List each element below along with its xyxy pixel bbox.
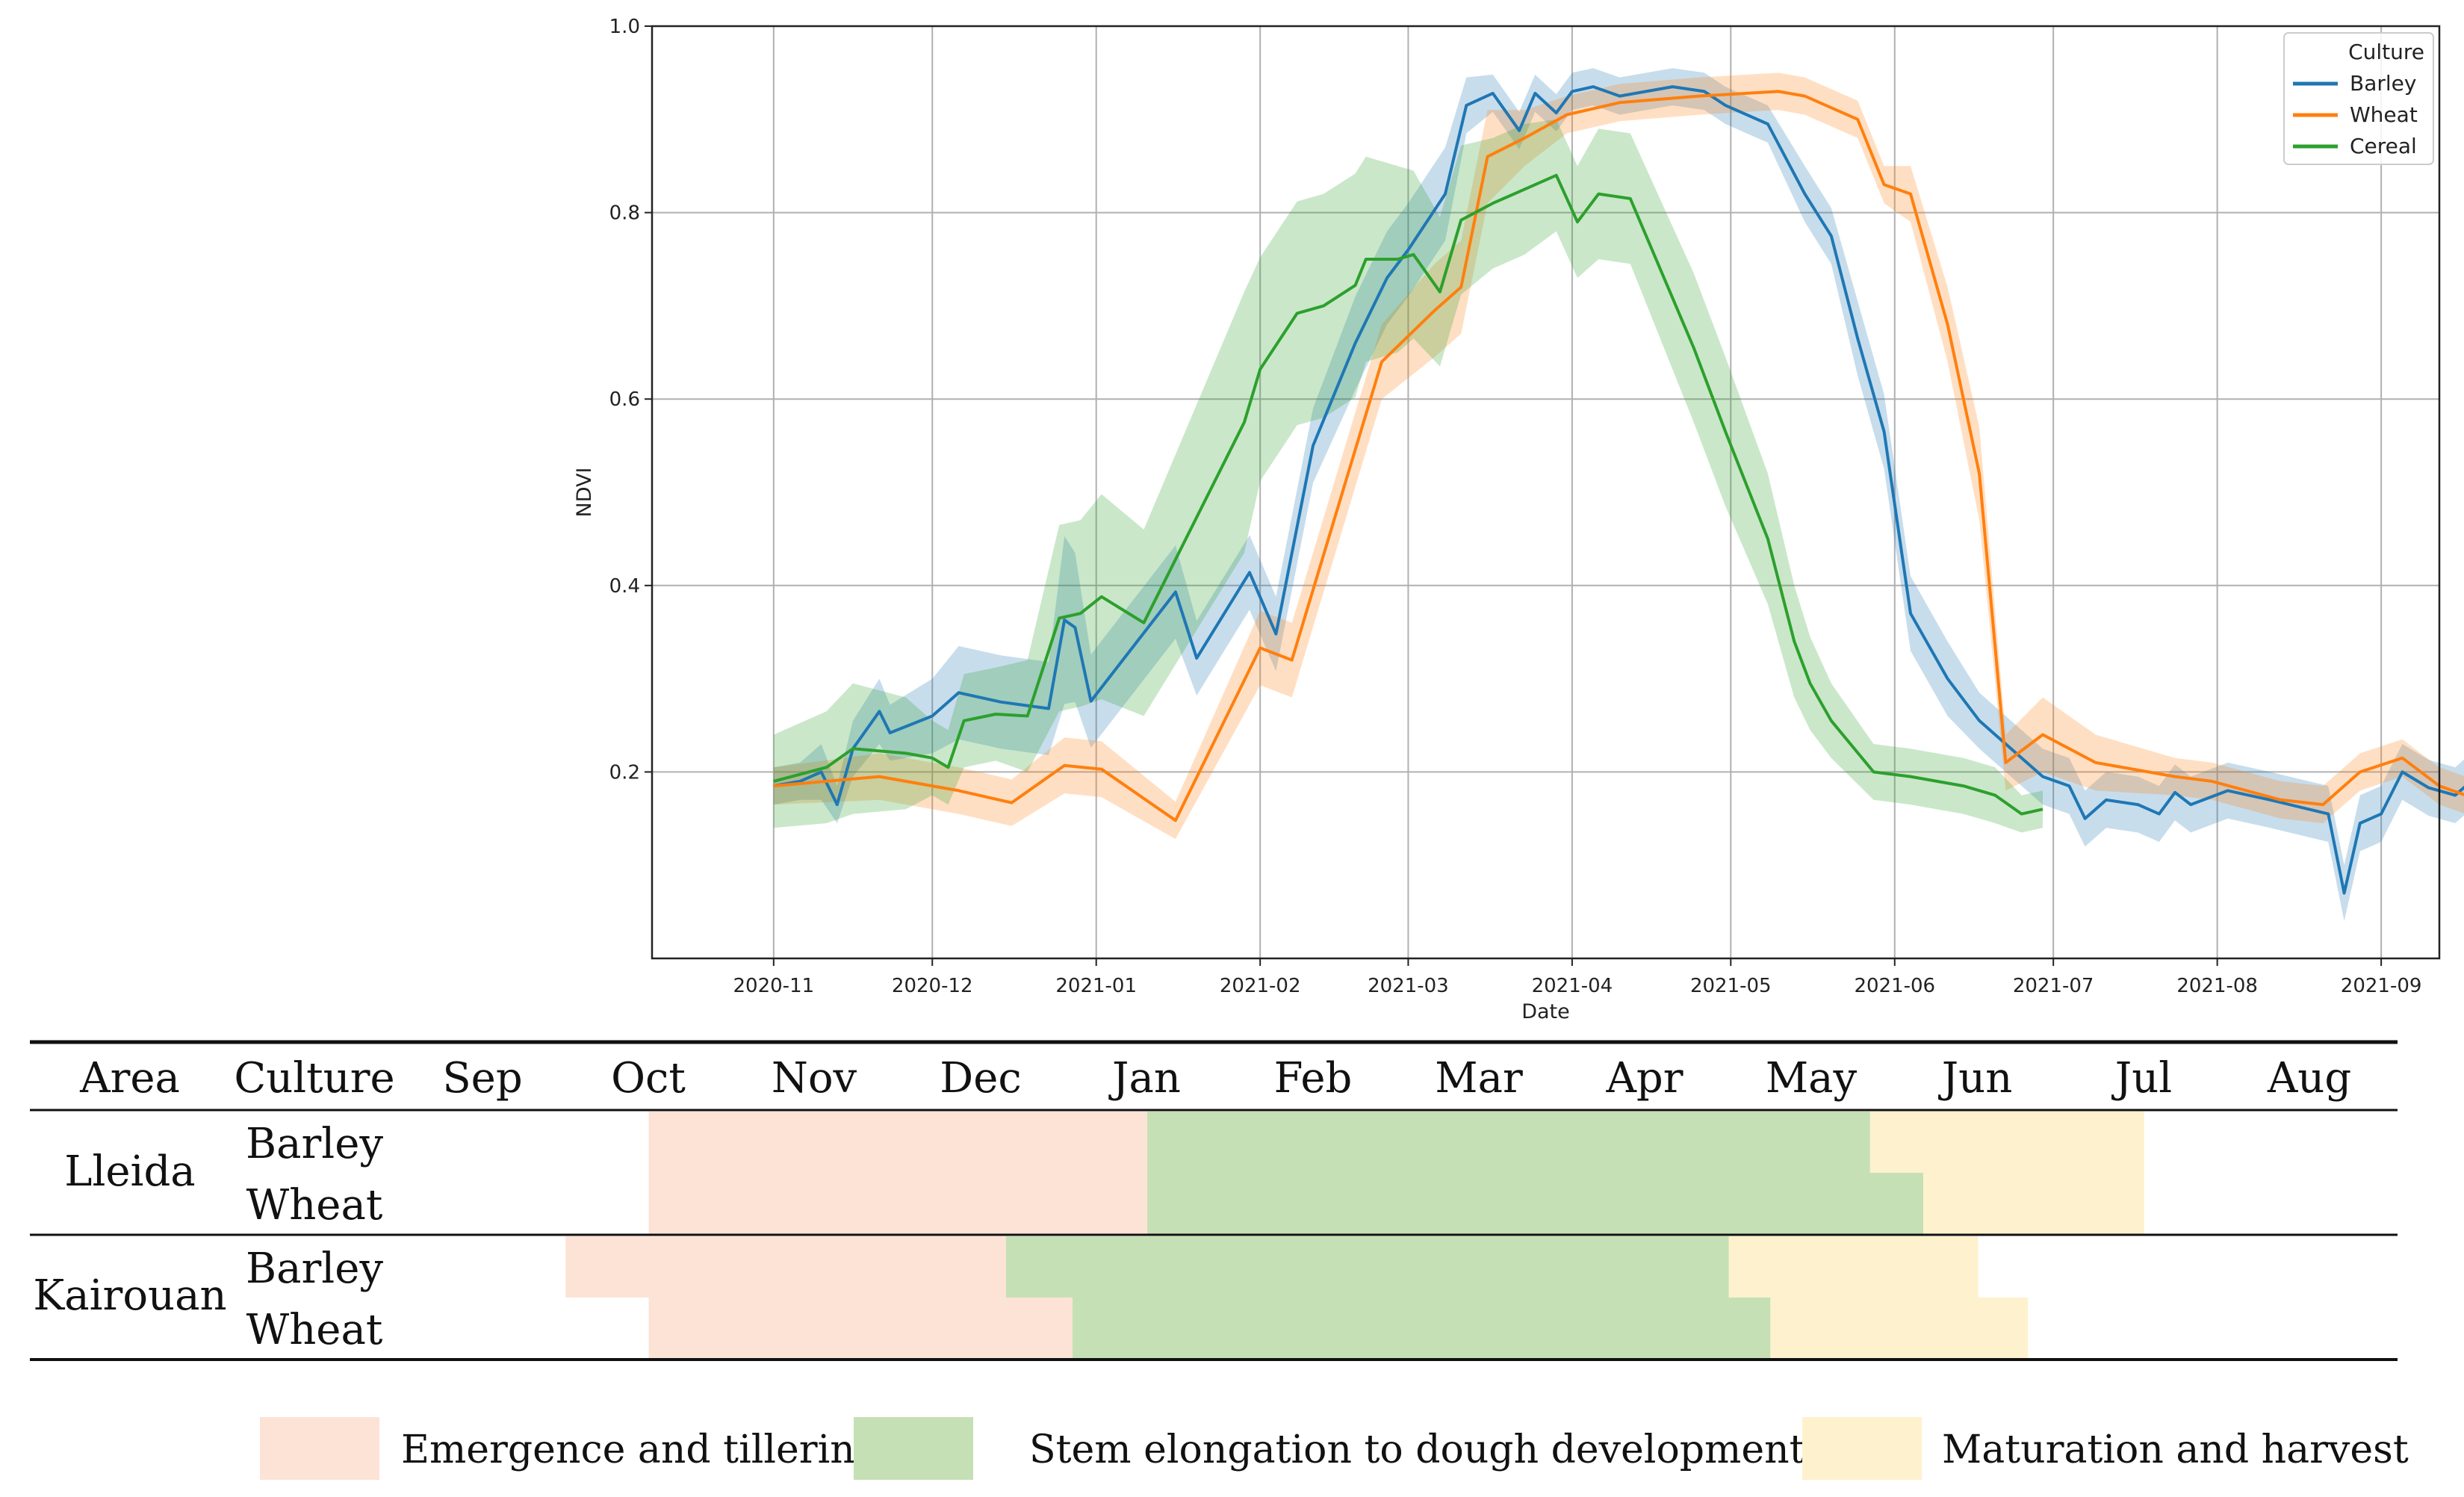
y-tick-label: 0.6	[609, 388, 640, 411]
phase-key-swatch	[260, 1417, 379, 1480]
chart-grid	[652, 25, 2439, 958]
month-header-jun: Jun	[1938, 1054, 2013, 1103]
phase-key-label: Stem elongation to dough development	[1029, 1428, 1805, 1472]
y-axis-title: NDVI	[573, 468, 596, 518]
y-tick-label: 0.8	[609, 202, 640, 225]
month-header-nov: Nov	[772, 1054, 857, 1103]
month-header-feb: Feb	[1274, 1054, 1353, 1103]
phase-key-label: Maturation and harvest	[1942, 1428, 2409, 1472]
row-labels: Lleida Barley Wheat Kairouan Barley Wheat	[33, 1120, 383, 1354]
month-header-jan: Jan	[1108, 1054, 1181, 1103]
month-header-mar: Mar	[1435, 1054, 1523, 1103]
y-tick-label: 0.2	[609, 761, 640, 784]
x-tick-label: 2021-07	[2013, 975, 2094, 997]
phase-bar-lleida-wheat	[1923, 1173, 2144, 1234]
phase-bar-kairouan-barley	[1728, 1236, 1979, 1298]
legend-title: Culture	[2348, 40, 2424, 64]
confidence-bands	[773, 68, 2464, 922]
phase-bar-kairouan-wheat	[648, 1298, 1073, 1359]
band-cereal	[773, 119, 2043, 833]
phase-bar-kairouan-wheat	[1072, 1298, 1771, 1359]
culture-label: Barley	[246, 1120, 383, 1168]
legend-label-barley: Barley	[2350, 71, 2416, 96]
month-header-may: May	[1766, 1054, 1858, 1103]
phase-bar-lleida-barley	[648, 1112, 1147, 1173]
legend-label-cereal: Cereal	[2350, 134, 2417, 158]
legend-box	[2283, 32, 2434, 165]
phase-key-label: Emergence and tillering	[401, 1428, 880, 1472]
phase-bar-kairouan-barley	[565, 1236, 1006, 1298]
month-header-dec: Dec	[940, 1054, 1021, 1103]
phase-bar-kairouan-barley	[1005, 1236, 1729, 1298]
phase-bar-kairouan-wheat	[1770, 1298, 2029, 1359]
x-tick-label: 2021-02	[1220, 975, 1301, 997]
x-tick-label: 2021-08	[2176, 975, 2258, 997]
phase-key-swatch	[854, 1417, 973, 1480]
month-header-aug: Aug	[2267, 1054, 2351, 1103]
month-header-jul: Jul	[2111, 1054, 2172, 1103]
month-header-oct: Oct	[611, 1054, 686, 1103]
header-culture: Culture	[234, 1054, 394, 1103]
line-wheat	[773, 90, 2464, 822]
month-header-sep: Sep	[442, 1054, 522, 1103]
x-axis-title: Date	[1521, 1000, 1570, 1023]
x-tick-label: 2021-01	[1055, 975, 1137, 997]
axis-ticks: 2020-11 2020-12 2021-01 2021-02 2021-03 2021-…	[609, 16, 2422, 997]
area-label-kairouan: Kairouan	[33, 1271, 226, 1320]
phase-key-swatch	[1802, 1417, 1922, 1480]
legend-label-wheat: Wheat	[2350, 102, 2418, 127]
phase-key: Emergence and tillering Stem elongation t…	[260, 1417, 2409, 1480]
phase-bar-lleida-barley	[1869, 1112, 2144, 1173]
culture-label: Barley	[246, 1245, 383, 1293]
culture-label: Wheat	[246, 1306, 383, 1354]
chart-legend: Culture Barley Wheat Cereal	[2283, 32, 2434, 165]
x-tick-label: 2021-04	[1532, 975, 1613, 997]
calendar-rules	[30, 1040, 2398, 1361]
plot-frame	[651, 25, 2441, 960]
ndvi-chart: 2020-11 2020-12 2021-01 2021-02 2021-03 2021-…	[573, 16, 2464, 1023]
x-tick-label: 2021-05	[1690, 975, 1772, 997]
line-barley	[773, 85, 2464, 895]
x-tick-label: 2020-12	[892, 975, 973, 997]
x-tick-label: 2021-06	[1854, 975, 1935, 997]
series-lines	[773, 85, 2464, 895]
month-header-apr: Apr	[1605, 1054, 1683, 1103]
y-tick-label: 1.0	[609, 16, 640, 38]
phase-bar-lleida-wheat	[648, 1173, 1147, 1234]
legend-items: Barley Wheat Cereal	[2293, 71, 2418, 158]
x-tick-label: 2021-03	[1368, 975, 1449, 997]
header-area: Area	[79, 1054, 180, 1103]
phase-bar-lleida-barley	[1147, 1112, 1870, 1173]
calendar-phase-bars	[565, 1112, 2144, 1359]
y-tick-label: 0.4	[609, 575, 640, 598]
x-tick-label: 2021-09	[2341, 975, 2422, 997]
line-cereal	[773, 173, 2043, 816]
area-label-lleida: Lleida	[64, 1147, 195, 1196]
phase-bar-lleida-wheat	[1147, 1173, 1924, 1234]
month-headers: Sep Oct Nov Dec Jan Feb Mar Apr May Jun Jul Aug	[442, 1054, 2351, 1103]
x-tick-label: 2020-11	[733, 975, 815, 997]
culture-label: Wheat	[246, 1181, 383, 1230]
